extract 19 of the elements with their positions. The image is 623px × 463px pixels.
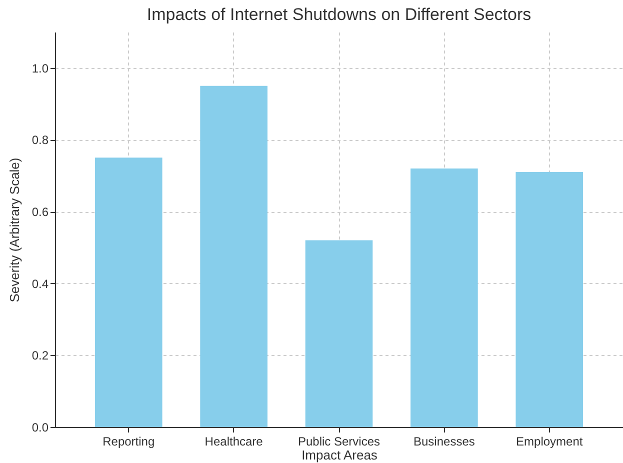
bar: [305, 240, 373, 427]
x-tick-label: Reporting: [102, 434, 155, 448]
bar: [94, 158, 162, 427]
y-tick-label: 0.0: [32, 420, 49, 434]
x-tick-label: Employment: [516, 434, 584, 448]
y-tick-label: 0.2: [32, 348, 49, 363]
bar: [200, 86, 268, 427]
x-tick-label: Healthcare: [204, 434, 264, 448]
chart-title: Impacts of Internet Shutdowns on Different Sectors: [146, 5, 532, 24]
y-axis-title: Severity (Arbitrary Scale): [6, 158, 22, 302]
y-tick-label: 0.4: [32, 276, 49, 291]
x-tick-label: Businesses: [414, 434, 475, 448]
y-tick-label: 1.0: [32, 61, 49, 76]
bar: [516, 172, 584, 427]
y-tick-label: 0.8: [32, 133, 49, 148]
x-tick-label: Public Services: [298, 434, 380, 448]
bar: [410, 168, 478, 427]
x-axis-title: Impact Areas: [302, 448, 378, 462]
y-tick-label: 0.6: [32, 205, 49, 220]
